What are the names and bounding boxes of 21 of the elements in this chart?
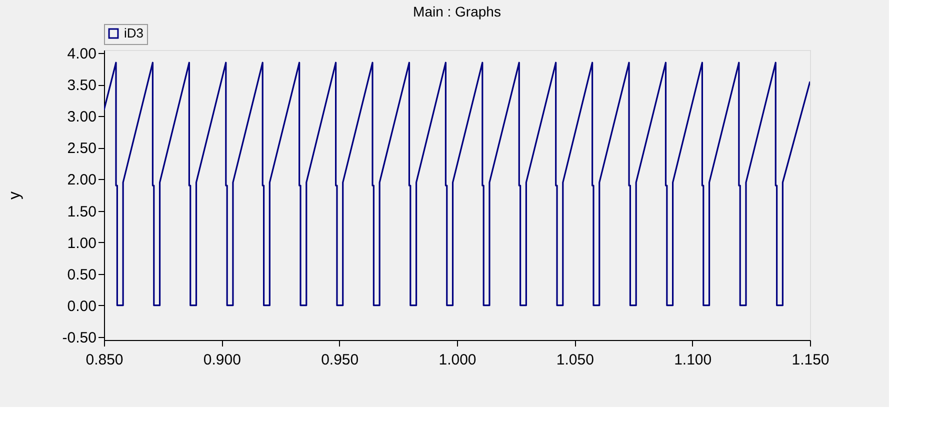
x-tick-label: 1.050	[556, 352, 594, 368]
y-tick-label: 0.50	[67, 266, 96, 284]
y-tick-label: 2.50	[67, 140, 96, 158]
y-tick-label: 1.00	[67, 234, 96, 252]
y-tick-label: 3.50	[67, 77, 96, 94]
x-tick-label: 1.100	[674, 352, 712, 368]
y-tick-label: 1.50	[67, 203, 96, 220]
line-series	[104, 62, 810, 306]
legend-label: iD3	[124, 26, 144, 40]
y-tick-label: -0.50	[62, 329, 96, 346]
y-tick-label: 4.00	[67, 46, 96, 63]
x-tick-label: 1.150	[792, 352, 830, 368]
x-tick-label: 0.900	[203, 352, 241, 368]
y-axis-title: y	[6, 192, 24, 200]
chart-title: Main : Graphs	[413, 4, 501, 20]
x-tick-label: 0.850	[86, 352, 124, 368]
x-tick-label: 0.950	[321, 352, 359, 368]
x-tick-label: 1.000	[438, 352, 476, 368]
y-tick-label: 3.00	[67, 108, 96, 126]
y-tick-label: 0.00	[67, 298, 96, 315]
y-tick-label: 2.00	[67, 172, 96, 189]
